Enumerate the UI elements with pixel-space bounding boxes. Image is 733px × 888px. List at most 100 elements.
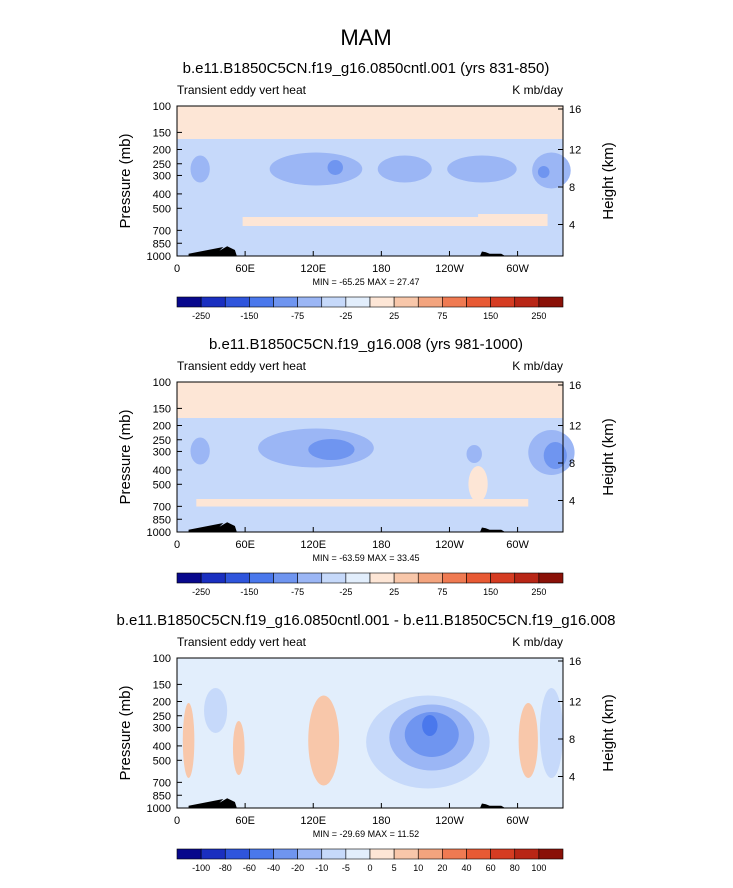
colorbar: -250 -150 -75 -25 25 75 150 250 (176, 572, 564, 597)
contour-fill-group (177, 382, 575, 507)
terrain-mask (480, 527, 506, 532)
colorbar-box (442, 572, 467, 584)
colorbar-label: 0 (367, 863, 372, 873)
colorbar-box (176, 848, 202, 860)
contour-region (190, 155, 210, 183)
colorbar-box (176, 296, 202, 308)
y-tick-label: 1000 (147, 251, 171, 263)
colorbar-box (273, 848, 298, 860)
colorbar-box (200, 572, 226, 584)
terrain-mask (188, 522, 237, 532)
y-tick-label: 300 (153, 446, 171, 458)
x-tick-label: 60W (506, 539, 529, 551)
colorbar-label: 250 (531, 311, 546, 321)
y-tick-label: 100 (153, 377, 171, 389)
x-tick-label: 0 (174, 539, 180, 551)
colorbar-box (442, 848, 467, 860)
y-tick-label: 150 (153, 679, 171, 691)
colorbar-label: 100 (531, 863, 546, 873)
y-tick-label: 1000 (147, 803, 171, 815)
colorbar-box (514, 848, 540, 860)
y-tick-label: 500 (153, 755, 171, 767)
contour-region (177, 382, 563, 418)
colorbar-label: -75 (291, 311, 304, 321)
colorbar-label: 80 (510, 863, 520, 873)
contour-region (478, 214, 548, 226)
colorbar: -250 -150 -75 -25 25 75 150 250 (176, 296, 564, 321)
colorbar-label: -20 (291, 863, 304, 873)
y-tick-label: 200 (153, 697, 171, 709)
right-y-tick-label: 12 (569, 697, 581, 709)
contour-fill-group (177, 106, 571, 226)
colorbar-box (345, 572, 371, 584)
contour-region (543, 442, 567, 469)
colorbar-box (369, 572, 395, 584)
y-tick-label: 1000 (147, 527, 171, 539)
contour-region (269, 152, 363, 186)
colorbar-label: -5 (342, 863, 350, 873)
x-tick-label: 60W (506, 815, 529, 827)
colorbar-box (417, 572, 443, 584)
colorbar-box (224, 572, 250, 584)
y-axis-label: Pressure (mb) (117, 409, 134, 504)
min-max-stats: MIN = -65.25 MAX = 27.47 (312, 277, 419, 287)
right-y-tick-label: 8 (569, 182, 575, 194)
right-y-tick-label: 8 (569, 458, 575, 470)
terrain-mask (480, 803, 506, 808)
colorbar-label: 60 (486, 863, 496, 873)
colorbar-box (417, 848, 443, 860)
y-tick-label: 250 (153, 435, 171, 447)
colorbar-box (490, 848, 516, 860)
y-axis-label: Pressure (mb) (117, 133, 134, 228)
left-string: Transient eddy vert heat (177, 83, 307, 97)
colorbar-label: -150 (240, 311, 258, 321)
contour-region (182, 703, 195, 778)
contour-region (532, 152, 571, 189)
colorbar-box (538, 848, 564, 860)
right-y-tick-label: 16 (569, 380, 581, 392)
x-tick-label: 0 (174, 815, 180, 827)
y-tick-label: 850 (153, 514, 171, 526)
chart-panel-3: b.e11.B1850C5CN.f19_g16.0850cntl.001 - b… (117, 612, 617, 873)
x-tick-label: 0 (174, 263, 180, 275)
colorbar-box (321, 848, 347, 860)
contour-region (308, 695, 340, 786)
x-tick-label: 180 (372, 815, 390, 827)
plot-frame (176, 657, 564, 809)
right-axis-label: Height (km) (600, 142, 617, 220)
colorbar-box (514, 296, 540, 308)
contour-region (177, 106, 563, 139)
contour-region (468, 466, 488, 502)
colorbar-label: 75 (437, 311, 447, 321)
colorbar-label: -10 (315, 863, 328, 873)
terrain-mask (188, 798, 237, 808)
colorbar-label: 5 (392, 863, 397, 873)
y-tick-label: 300 (153, 170, 171, 182)
x-tick-label: 60E (235, 263, 255, 275)
y-tick-label: 100 (153, 101, 171, 113)
right-y-tick-label: 16 (569, 656, 581, 668)
colorbar-box (538, 296, 564, 308)
x-tick-label: 120E (300, 539, 326, 551)
colorbar-box (538, 572, 564, 584)
x-tick-label: 180 (372, 539, 390, 551)
colorbar-box (273, 296, 298, 308)
colorbar-label: -60 (243, 863, 256, 873)
x-tick-label: 120E (300, 815, 326, 827)
colorbar-box (297, 848, 323, 860)
colorbar-box (514, 572, 540, 584)
contour-region (308, 439, 355, 460)
colorbar-label: -250 (192, 311, 210, 321)
right-y-tick-label: 16 (569, 104, 581, 116)
colorbar-box (321, 572, 347, 584)
y-tick-label: 250 (153, 159, 171, 171)
colorbar-label: 25 (389, 311, 399, 321)
contour-region (196, 499, 529, 507)
contour-region (422, 715, 438, 736)
colorbar-box (466, 848, 491, 860)
colorbar-label: 20 (437, 863, 447, 873)
contour-fill-group (182, 688, 563, 789)
x-tick-label: 120W (435, 539, 464, 551)
colorbar-label: -25 (339, 587, 352, 597)
y-tick-label: 850 (153, 790, 171, 802)
